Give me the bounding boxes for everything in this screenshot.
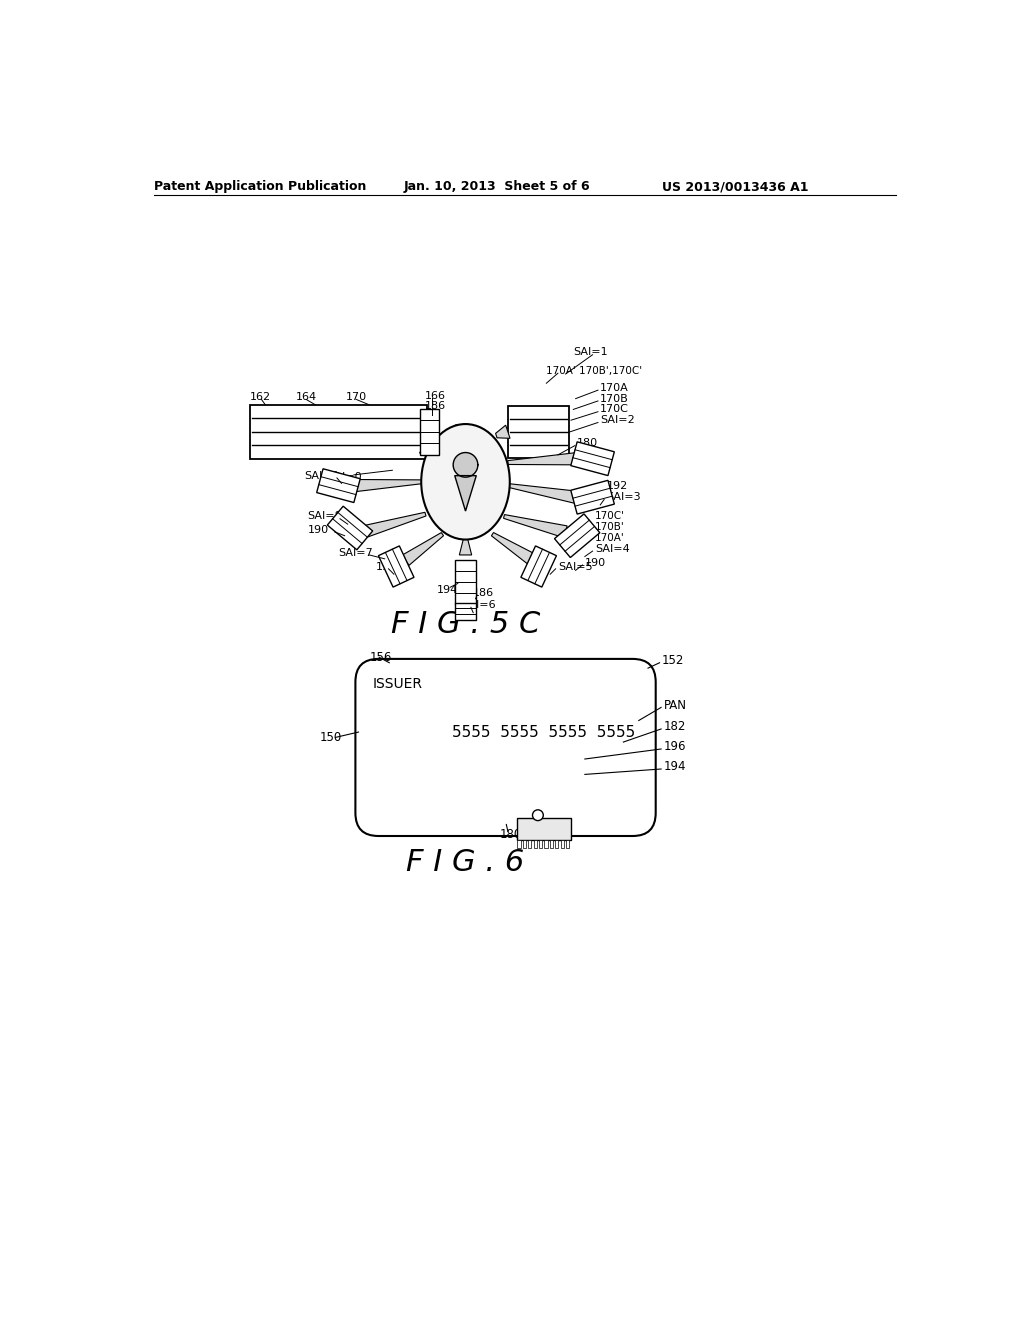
Polygon shape <box>521 546 556 587</box>
Polygon shape <box>460 539 472 554</box>
Bar <box>517 840 521 847</box>
Text: 166: 166 <box>425 391 445 400</box>
Text: 170B': 170B' <box>595 523 625 532</box>
Text: PAN: PAN <box>664 698 686 711</box>
Text: 150: 150 <box>319 731 342 744</box>
Polygon shape <box>554 513 600 557</box>
Text: ISSUER: ISSUER <box>373 677 422 690</box>
Bar <box>517 818 571 840</box>
Text: 5555  5555  5555  5555: 5555 5555 5555 5555 <box>452 725 635 739</box>
Polygon shape <box>570 480 614 513</box>
Bar <box>545 840 548 847</box>
Text: 162: 162 <box>250 392 271 403</box>
Polygon shape <box>496 425 510 438</box>
Polygon shape <box>316 469 360 503</box>
Text: F I G . 5 C: F I G . 5 C <box>391 610 540 639</box>
Text: 182: 182 <box>664 721 686 733</box>
Bar <box>455 560 476 605</box>
Bar <box>528 840 531 847</box>
Text: 186: 186 <box>425 400 445 411</box>
Polygon shape <box>328 506 373 550</box>
Text: SAI=6: SAI=6 <box>462 601 497 610</box>
Text: 170A: 170A <box>600 383 629 393</box>
Text: 8: 8 <box>540 821 549 837</box>
Text: 180: 180 <box>578 438 598 449</box>
Text: 191: 191 <box>376 561 396 572</box>
Bar <box>534 840 537 847</box>
Text: 156: 156 <box>370 651 391 664</box>
Text: SAI=9: SAI=9 <box>304 471 339 480</box>
Bar <box>420 409 439 455</box>
Text: Patent Application Publication: Patent Application Publication <box>154 181 366 194</box>
Polygon shape <box>508 453 578 465</box>
Text: 186: 186 <box>473 587 495 598</box>
Bar <box>539 840 543 847</box>
Text: 170A' 170B',170C': 170A' 170B',170C' <box>547 366 642 376</box>
Polygon shape <box>379 546 414 587</box>
Ellipse shape <box>421 424 510 540</box>
Bar <box>555 840 558 847</box>
Text: SAI=7: SAI=7 <box>339 548 373 557</box>
Bar <box>566 840 569 847</box>
Bar <box>523 840 526 847</box>
Polygon shape <box>509 483 577 503</box>
Bar <box>455 603 476 619</box>
Text: 190: 190 <box>307 524 329 535</box>
Text: 194: 194 <box>664 760 686 774</box>
Text: 194: 194 <box>437 585 459 594</box>
Text: 190: 190 <box>585 557 606 568</box>
Polygon shape <box>353 479 422 492</box>
Text: US 2013/0013436 A1: US 2013/0013436 A1 <box>662 181 808 194</box>
Bar <box>550 840 553 847</box>
Polygon shape <box>362 512 426 537</box>
Polygon shape <box>401 532 443 565</box>
Text: 152: 152 <box>662 653 684 667</box>
Polygon shape <box>570 442 614 475</box>
Bar <box>508 405 569 458</box>
Text: SAI=4: SAI=4 <box>595 544 630 554</box>
Text: SAI=3: SAI=3 <box>606 492 641 502</box>
Text: SAI=5: SAI=5 <box>558 561 593 572</box>
Text: 164: 164 <box>296 392 317 403</box>
Polygon shape <box>455 475 476 511</box>
Text: F I G . 6: F I G . 6 <box>407 849 524 878</box>
Text: 170C: 170C <box>600 404 629 414</box>
Text: SAI=1: SAI=1 <box>573 347 608 358</box>
Polygon shape <box>425 425 460 457</box>
Text: 180A: 180A <box>500 828 530 841</box>
Text: 196: 196 <box>664 741 686 754</box>
Polygon shape <box>454 453 478 477</box>
Text: SAI=2: SAI=2 <box>600 416 635 425</box>
Text: 170C': 170C' <box>595 511 625 521</box>
Text: SAI=8: SAI=8 <box>307 511 342 521</box>
Text: 192: 192 <box>606 480 628 491</box>
Text: SAI=0: SAI=0 <box>327 473 361 482</box>
Polygon shape <box>420 438 434 457</box>
Polygon shape <box>492 532 535 564</box>
Text: 170A': 170A' <box>595 533 625 543</box>
FancyBboxPatch shape <box>355 659 655 836</box>
Polygon shape <box>504 515 567 537</box>
Text: 170: 170 <box>346 392 368 403</box>
Bar <box>250 405 427 459</box>
Bar <box>560 840 564 847</box>
Text: Jan. 10, 2013  Sheet 5 of 6: Jan. 10, 2013 Sheet 5 of 6 <box>403 181 591 194</box>
Text: 170B: 170B <box>600 393 629 404</box>
Circle shape <box>532 810 544 821</box>
